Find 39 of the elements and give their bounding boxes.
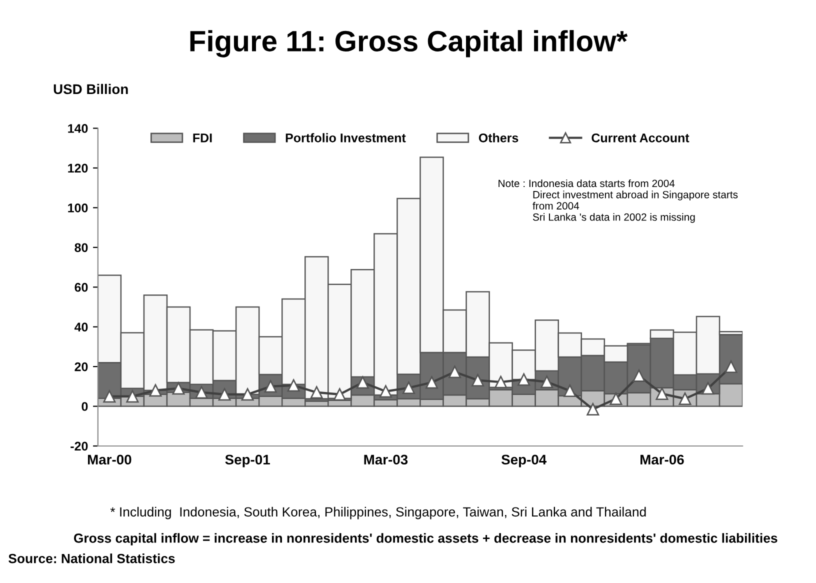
chart-title: Figure 11: Gross Capital inflow* — [190, 30, 628, 58]
x-tick-label: Mar-06 — [640, 454, 684, 465]
text: Gross capital inflow = increase in nonresidents' domestic assets + decrease in nonresidents' domestic liabilities — [74, 533, 778, 546]
y-tick-label: 100 — [68, 203, 88, 212]
point — [518, 373, 530, 386]
legend-label: Portfolio Investment — [286, 133, 406, 142]
y-tick-label: 40 — [74, 322, 88, 332]
y-tick-label: 0 — [82, 402, 88, 411]
point — [379, 385, 392, 398]
point — [149, 384, 162, 397]
source-note: Source: National Statistics — [8, 554, 175, 564]
x-tick-label: Mar-00 — [88, 454, 132, 465]
point — [287, 379, 300, 392]
y-tick-label: 120 — [68, 164, 88, 173]
point — [632, 369, 646, 382]
point — [241, 388, 254, 401]
point — [494, 376, 508, 388]
point — [172, 382, 185, 395]
point — [586, 403, 600, 416]
x-tick-label: Mar-03 — [364, 454, 408, 465]
point — [564, 384, 576, 398]
text: * Including Indonesia, South Korea, Philippines, Singapore, Taiwan, Sri Lanka and Thailand — [110, 506, 646, 520]
x-tick-label: Sep-04 — [501, 454, 547, 468]
y-tick-label: 80 — [74, 243, 88, 252]
y-tick-label: 140 — [68, 124, 88, 133]
y-tick-label: 60 — [74, 282, 88, 292]
point — [724, 360, 738, 374]
point — [333, 388, 346, 401]
legend-label: Current Account — [592, 133, 690, 142]
x-tick-label: Sep-01 — [225, 454, 270, 468]
legend-label: FDI — [193, 134, 212, 142]
y-axis-title: USD Billion — [54, 84, 128, 94]
annotation: Note : Indonesia data starts from 2004 Direct investment abroad in Singapore starts from 2004 Sri Lanka 's data in 2002 is missing — [498, 179, 738, 223]
y-tick-label: 20 — [74, 362, 88, 372]
point — [310, 386, 323, 399]
point — [103, 390, 116, 403]
legend-label: Others — [478, 133, 518, 142]
y-tick-label: -20 — [70, 442, 88, 451]
point — [126, 390, 139, 403]
